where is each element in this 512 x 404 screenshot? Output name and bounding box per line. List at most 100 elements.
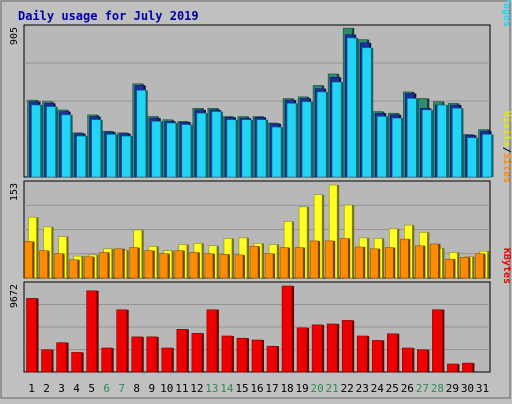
top-bar-pages xyxy=(31,104,41,178)
bottom-bar-kbytes xyxy=(296,327,308,373)
top-bar-pages xyxy=(346,37,357,178)
bottom-bar-kbytes xyxy=(417,349,428,373)
middle-bar-sites xyxy=(294,247,304,279)
top-bar-pages xyxy=(482,134,492,178)
x-tick-label: 8 xyxy=(133,382,140,395)
middle-bar-sites xyxy=(189,252,199,279)
x-tick-label: 12 xyxy=(190,382,203,395)
bottom-bar-kbytes xyxy=(341,320,353,373)
middle-bar-sites xyxy=(24,241,33,279)
top-legend-part: Pages xyxy=(501,0,512,27)
top-bar-pages xyxy=(422,109,432,178)
bottom-bar-kbytes xyxy=(386,333,398,373)
x-tick-label: 18 xyxy=(280,382,293,395)
middle-bar-sites xyxy=(129,247,139,279)
top-bar-pages xyxy=(452,108,462,178)
bottom-bar-kbytes xyxy=(447,363,458,373)
top-bar-pages xyxy=(391,117,402,178)
x-tick-label: 5 xyxy=(88,382,95,395)
middle-legend-part: / xyxy=(501,147,512,153)
x-tick-label: 9 xyxy=(148,382,155,395)
chart-title: Daily usage for July 2019 xyxy=(18,9,199,23)
middle-bar-sites xyxy=(144,250,154,279)
top-bar-pages xyxy=(226,119,237,178)
x-tick-label: 15 xyxy=(235,382,248,395)
top-bar-pages xyxy=(437,104,447,178)
bottom-bar-kbytes xyxy=(356,335,368,373)
middle-bar-sites xyxy=(415,245,424,279)
x-tick-label: 22 xyxy=(341,382,354,395)
bottom-bar-kbytes xyxy=(326,323,338,373)
bottom-bar-kbytes xyxy=(56,342,67,373)
middle-bar-sites xyxy=(84,256,93,279)
bottom-bar-kbytes xyxy=(311,324,323,373)
middle-bar-sites xyxy=(54,253,63,279)
top-bar-pages xyxy=(181,124,192,178)
bottom-bar-kbytes xyxy=(402,347,413,373)
middle-bar-sites xyxy=(324,240,334,279)
x-tick-label: 24 xyxy=(371,382,385,395)
middle-bar-sites xyxy=(204,253,214,279)
middle-bar-sites xyxy=(309,240,319,279)
x-tick-label: 26 xyxy=(401,382,414,395)
top-bar-pages xyxy=(407,98,417,178)
x-tick-label: 28 xyxy=(431,382,444,395)
bottom-bar-kbytes xyxy=(71,352,82,373)
top-legend: Hits/Files/Pages xyxy=(501,0,512,27)
bottom-legend: KBytes xyxy=(501,248,512,284)
x-tick-label: 10 xyxy=(160,382,173,395)
top-bar-pages xyxy=(106,134,116,178)
top-bar-pages xyxy=(331,81,342,178)
top-bar-pages xyxy=(151,121,162,178)
x-tick-label: 7 xyxy=(118,382,125,395)
middle-bar-sites xyxy=(69,259,78,279)
top-bar-pages xyxy=(467,137,477,178)
x-tick-label: 1 xyxy=(28,382,35,395)
bottom-bar-kbytes xyxy=(146,336,158,373)
x-tick-label: 20 xyxy=(311,382,324,395)
bottom-bar-kbytes xyxy=(41,349,52,373)
x-tick-label: 27 xyxy=(416,382,429,395)
top-bar-pages xyxy=(241,119,252,178)
middle-bar-sites xyxy=(400,238,409,279)
bottom-bar-kbytes xyxy=(26,298,37,373)
middle-bar-sites xyxy=(249,246,259,279)
bottom-bar-kbytes xyxy=(236,337,248,373)
x-tick-label: 25 xyxy=(386,382,399,395)
top-bar-pages xyxy=(286,103,297,178)
bottom-bar-kbytes xyxy=(191,333,203,373)
top-max-label: 905 xyxy=(9,27,20,45)
bottom-bar-kbytes xyxy=(131,336,143,373)
top-bar-pages xyxy=(316,91,327,178)
top-bar-pages xyxy=(76,135,86,178)
middle-bar-sites xyxy=(475,253,484,279)
middle-bar-sites xyxy=(445,258,454,279)
top-bar-pages xyxy=(46,106,56,178)
x-tick-label: 17 xyxy=(265,382,278,395)
x-tick-label: 30 xyxy=(461,382,474,395)
middle-bar-sites xyxy=(114,248,124,279)
bottom-bar-kbytes xyxy=(116,309,128,373)
bottom-bar-kbytes xyxy=(161,347,173,373)
middle-bar-sites xyxy=(234,254,244,279)
middle-legend-part: Sites xyxy=(501,153,512,183)
x-tick-label: 29 xyxy=(446,382,459,395)
middle-bar-sites xyxy=(159,253,169,279)
middle-bar-sites xyxy=(39,250,48,279)
bottom-bar-kbytes xyxy=(281,285,293,373)
top-bar-pages xyxy=(136,90,147,178)
x-tick-label: 2 xyxy=(43,382,50,395)
bottom-bar-kbytes xyxy=(432,309,443,373)
top-bar-pages xyxy=(196,112,207,178)
top-bar-pages xyxy=(91,119,101,178)
x-tick-label: 31 xyxy=(476,382,489,395)
middle-bar-sites xyxy=(384,247,394,279)
middle-bar-sites xyxy=(369,248,379,279)
bottom-bar-kbytes xyxy=(176,329,188,373)
middle-bar-sites xyxy=(219,253,229,279)
x-tick-label: 3 xyxy=(58,382,65,395)
bottom-bar-kbytes xyxy=(371,340,383,373)
middle-legend: Visits/Sites xyxy=(501,111,512,183)
